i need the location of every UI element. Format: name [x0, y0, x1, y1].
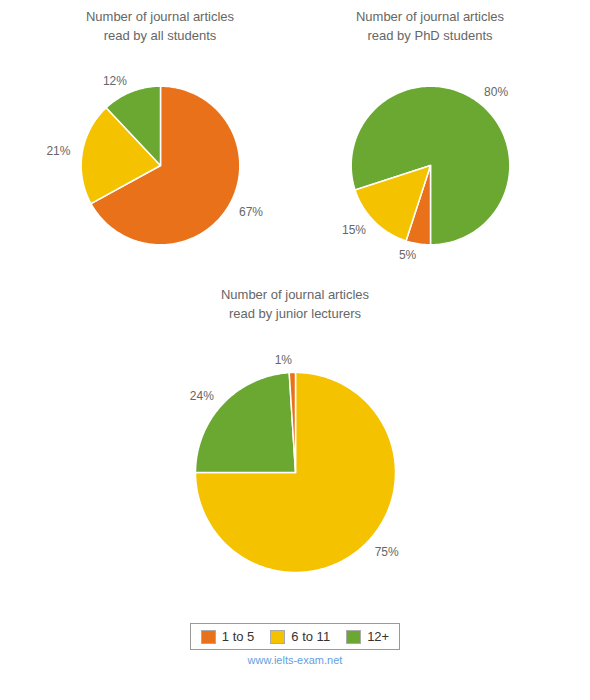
svg-text:1%: 1% — [275, 354, 293, 368]
svg-text:21%: 21% — [46, 144, 70, 158]
svg-text:24%: 24% — [190, 389, 214, 403]
html-text:1 to 5: 1 to 5 — [221, 629, 255, 645]
html-text:Number of journal articles rea: Number of journal articles read by all s… — [85, 9, 235, 43]
html-text:Number of journal articles rea: Number of journal articles read by junio… — [220, 286, 370, 321]
svg-text:67%: 67% — [239, 204, 263, 218]
svg-text:15%: 15% — [342, 223, 366, 237]
svg-text:12%: 12% — [103, 73, 127, 87]
html-text:www.ielts-exam.net: www.ielts-exam.net — [247, 654, 343, 667]
svg-text:75%: 75% — [375, 545, 399, 559]
svg-text:80%: 80% — [484, 84, 508, 98]
html-text:6 to 11: 6 to 11 — [291, 629, 331, 645]
svg-text:5%: 5% — [399, 248, 417, 262]
html-text:Number of journal articles rea: Number of journal articles read by PhD s… — [355, 9, 505, 43]
html-text:12+: 12+ — [367, 629, 390, 645]
